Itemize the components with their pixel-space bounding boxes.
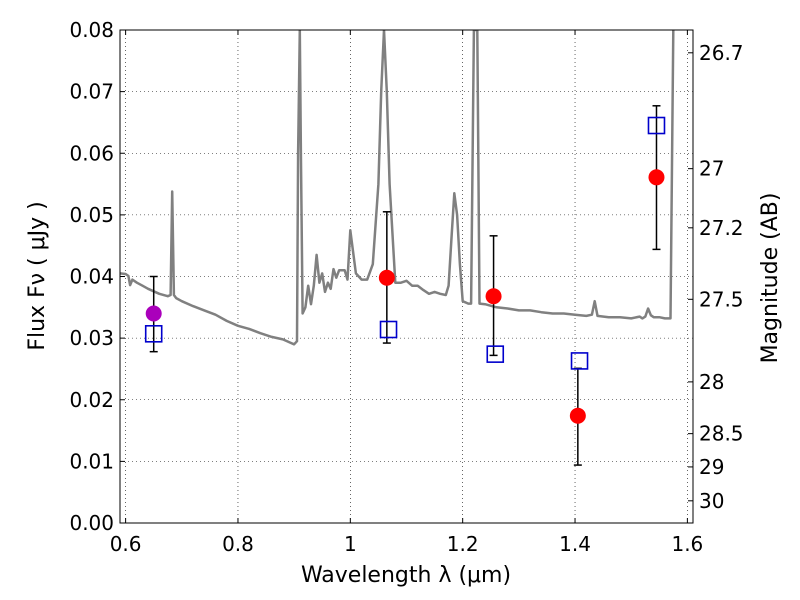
y2-tick-label: 26.7 — [699, 41, 744, 65]
y-axis-label: Flux Fν ( μJy ) — [25, 201, 50, 350]
y2-tick-label: 29 — [699, 455, 724, 479]
y-tick-label: 0.00 — [69, 511, 114, 535]
y2-tick-label: 30 — [699, 489, 724, 513]
y2-tick-label: 27 — [699, 157, 724, 181]
model-flux-point — [379, 320, 398, 339]
model-spectrum-line — [120, 30, 675, 346]
y-tick-label: 0.04 — [69, 265, 114, 289]
y-tick-label: 0.08 — [69, 18, 114, 42]
observed-flux-point — [378, 269, 395, 286]
y-tick-label: 0.03 — [69, 326, 114, 350]
y2-tick-label: 28.5 — [699, 422, 744, 446]
x-tick-label: 1 — [344, 532, 357, 556]
y2-tick-label: 28 — [699, 370, 724, 394]
observed-flux-point — [145, 305, 162, 322]
y2-axis-ticks: 26.7 27 27.2 27.5 28 28.5 29 30 — [688, 41, 744, 513]
model-flux-points — [144, 116, 666, 370]
x-axis-ticks: 0.6 0.8 1 1.2 1.4 1.6 — [110, 30, 703, 556]
y2-axis-label: Magnitude (AB) — [758, 193, 783, 364]
model-flux-point — [144, 325, 163, 343]
y-tick-label: 0.06 — [69, 141, 114, 165]
y-tick-label: 0.01 — [69, 449, 114, 473]
x-tick-label: 0.6 — [110, 532, 142, 556]
model-flux-point — [486, 345, 505, 363]
observed-flux-point — [569, 407, 586, 424]
observed-flux-point — [485, 288, 502, 305]
x-tick-label: 0.8 — [222, 532, 254, 556]
model-flux-point — [570, 352, 589, 370]
y-tick-label: 0.02 — [69, 388, 114, 412]
y2-tick-label: 27.5 — [699, 287, 744, 311]
y-tick-label: 0.07 — [69, 80, 114, 104]
x-tick-label: 1.6 — [671, 532, 703, 556]
x-tick-label: 1.4 — [559, 532, 591, 556]
y-axis-ticks: 0.00 0.01 0.02 0.03 0.04 0.05 0.06 0.07 0.08 — [69, 18, 125, 535]
x-axis-label: Wavelength λ (μm) — [301, 563, 511, 588]
y2-tick-label: 27.2 — [699, 216, 744, 240]
observed-flux-point — [648, 169, 665, 186]
model-flux-point — [647, 116, 666, 135]
y-tick-label: 0.05 — [69, 203, 114, 227]
plot-area — [120, 30, 675, 466]
x-tick-label: 1.2 — [447, 532, 479, 556]
observed-flux-points — [145, 169, 665, 424]
model-spectrum-series — [120, 30, 675, 346]
